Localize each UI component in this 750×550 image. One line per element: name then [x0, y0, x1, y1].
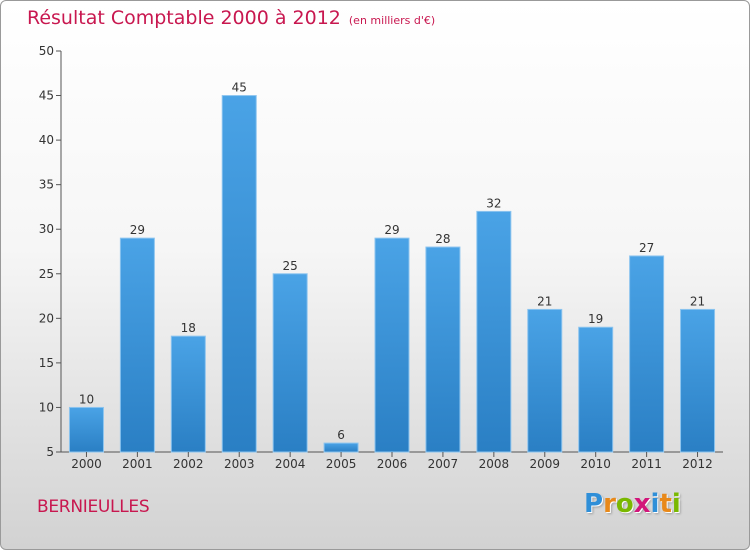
- y-tick-label: 45: [39, 89, 54, 103]
- x-tick-label-2005: 2005: [326, 457, 357, 471]
- city-name: BERNIEULLES: [37, 497, 150, 517]
- brand-letter: t: [659, 489, 672, 519]
- bar-2000: [68, 406, 104, 453]
- y-tick-label: 50: [39, 44, 54, 58]
- chart-value-labels: 10 29 18 45 25 6 29 28 32 21 19 27 21: [79, 81, 705, 443]
- chart-x-ticks: 2000 2001 2002 2003 2004 2005 2006 2007 2008 2009…: [71, 452, 713, 471]
- brand-letter: P: [584, 489, 604, 519]
- chart-y-ticks: 5 10 15 20 25 30 35 40 45 50: [39, 44, 61, 459]
- x-tick-label-2000: 2000: [71, 457, 102, 471]
- x-tick-label-2001: 2001: [122, 457, 153, 471]
- bar-2003: [221, 95, 257, 453]
- x-tick-label-2010: 2010: [580, 457, 611, 471]
- value-label-2002: 18: [181, 321, 196, 335]
- value-label-2011: 27: [639, 241, 654, 255]
- brand-letter: x: [633, 489, 651, 519]
- value-label-2004: 25: [283, 259, 298, 273]
- value-label-2008: 32: [486, 196, 501, 210]
- chart-title: Résultat Comptable 2000 à 2012 (en millie…: [27, 7, 435, 29]
- bar-2005: [323, 442, 359, 453]
- bar-2001: [119, 237, 155, 453]
- bar-2010: [578, 326, 614, 453]
- x-tick-label-2003: 2003: [224, 457, 255, 471]
- x-tick-label-2004: 2004: [275, 457, 306, 471]
- brand-letter: r: [603, 489, 616, 519]
- x-tick-label-2006: 2006: [377, 457, 408, 471]
- proxiti-logo: Proxiti: [584, 489, 681, 519]
- value-label-2012: 21: [690, 294, 705, 308]
- y-tick-label: 20: [39, 311, 54, 325]
- x-tick-label-2002: 2002: [173, 457, 204, 471]
- value-label-2001: 29: [130, 223, 145, 237]
- bar-2007: [425, 246, 461, 453]
- x-tick-label-2008: 2008: [479, 457, 510, 471]
- value-label-2000: 10: [79, 392, 94, 406]
- value-label-2009: 21: [537, 294, 552, 308]
- brand-letter: i: [650, 489, 660, 519]
- bar-2009: [527, 308, 563, 453]
- value-label-2010: 19: [588, 312, 603, 326]
- bar-2004: [272, 273, 308, 453]
- bar-2002: [170, 335, 206, 453]
- bar-2012: [680, 308, 716, 453]
- y-tick-label: 5: [46, 445, 54, 459]
- y-tick-label: 25: [39, 267, 54, 281]
- bar-2011: [629, 255, 665, 453]
- y-tick-label: 10: [39, 400, 54, 414]
- value-label-2005: 6: [337, 428, 345, 442]
- x-tick-label-2011: 2011: [631, 457, 662, 471]
- value-label-2006: 29: [384, 223, 399, 237]
- brand-letter: i: [671, 489, 681, 519]
- y-tick-label: 30: [39, 222, 54, 236]
- chart-bars: [68, 95, 716, 453]
- y-tick-label: 35: [39, 178, 54, 192]
- brand-letter: o: [615, 489, 634, 519]
- x-tick-label-2012: 2012: [682, 457, 713, 471]
- bar-2008: [476, 210, 512, 453]
- x-tick-label-2009: 2009: [529, 457, 560, 471]
- value-label-2007: 28: [435, 232, 450, 246]
- x-tick-label-2007: 2007: [428, 457, 459, 471]
- y-tick-label: 40: [39, 133, 54, 147]
- value-label-2003: 45: [232, 81, 247, 95]
- y-tick-label: 15: [39, 356, 54, 370]
- chart-title-text: Résultat Comptable 2000 à 2012: [27, 7, 341, 29]
- chart-subtitle: (en milliers d'€): [348, 14, 436, 27]
- bar-2006: [374, 237, 410, 453]
